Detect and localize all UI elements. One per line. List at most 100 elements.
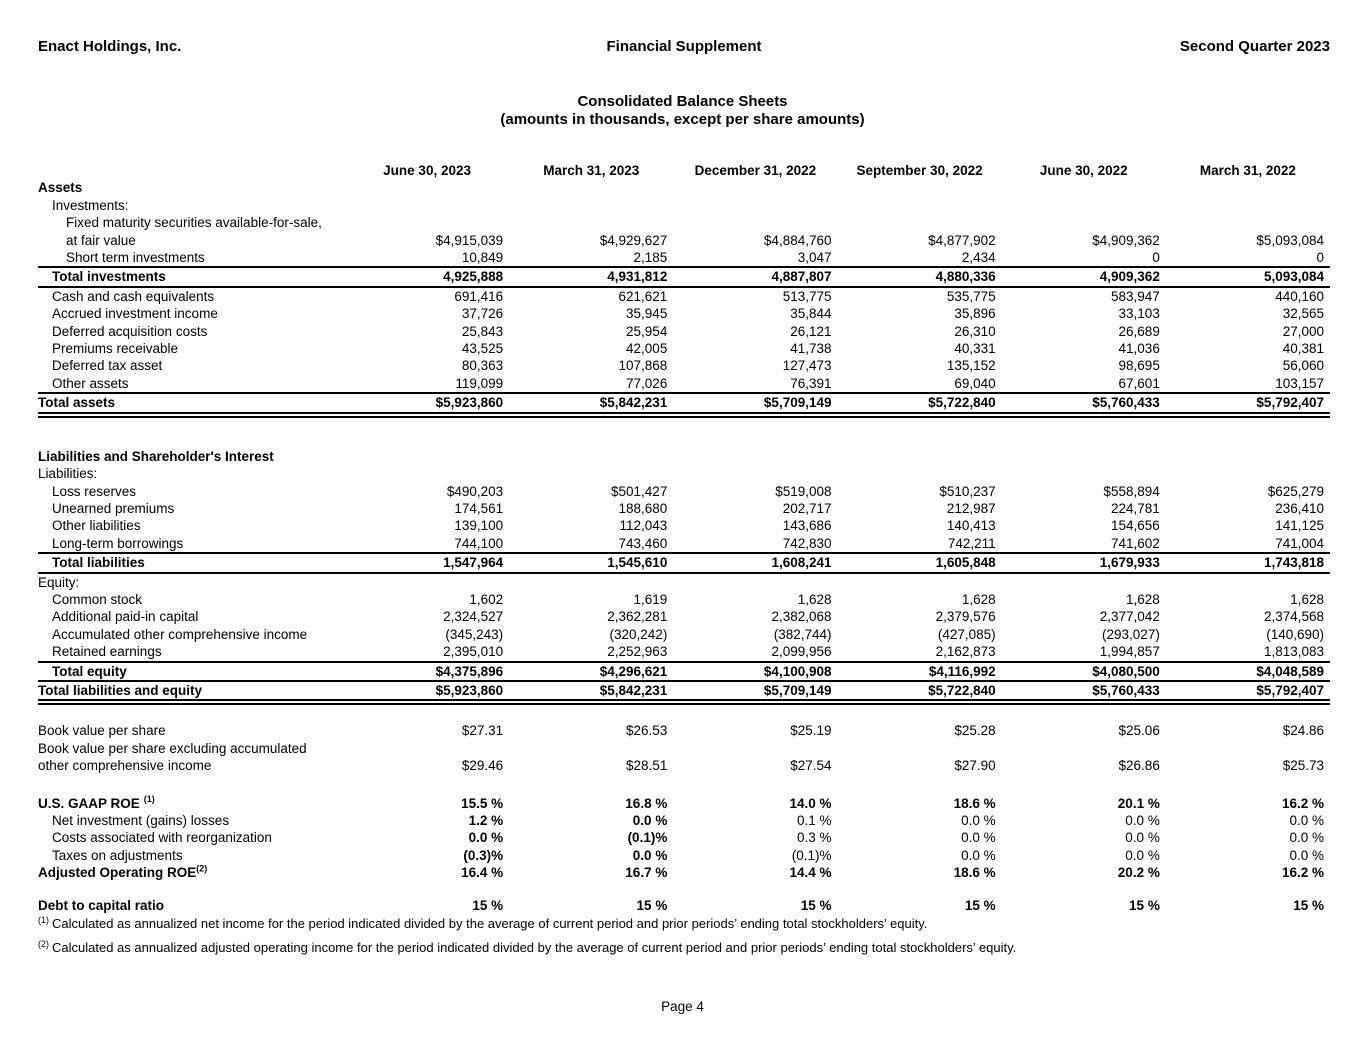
row-label-cell: Cash and cash equivalents (38, 288, 345, 305)
row-label: Retained earnings (52, 644, 162, 660)
cell-value: $558,894 (1103, 483, 1160, 499)
table-row: Premiums receivable 43,525 42,005 41,738 40,… (38, 340, 1330, 357)
row-label-cell: U.S. GAAP ROE (1) (38, 795, 345, 812)
table-row: Total liabilities 1,547,964 1,545,610 1,608… (38, 552, 1330, 574)
cell-value: $5,923,860 (435, 395, 504, 411)
row-label: Unearned premiums (52, 500, 175, 516)
cell-value: $25.06 (1118, 723, 1160, 739)
cell-value: 14.4 % (789, 865, 832, 881)
column-header: June 30, 2022 (1039, 163, 1128, 178)
table-row: Total liabilities and equity $5,923,860 $5… (38, 682, 1330, 699)
cell-value: 20.1 % (1117, 795, 1160, 811)
cell-value: 18.6 % (953, 865, 996, 881)
cell-value: 0.1 % (796, 813, 832, 828)
table-row: Accrued investment income 37,726 35,945 35,… (38, 305, 1330, 322)
cell-value: 0.0 % (961, 830, 996, 846)
double-rule (38, 411, 1330, 418)
table-row: Fixed maturity securities available-for-… (38, 214, 1330, 231)
row-label: Liabilities: (38, 466, 98, 482)
cell-value: 18.6 % (953, 795, 996, 811)
cell-value: 127,473 (782, 358, 832, 374)
cell-value: 513,775 (782, 288, 832, 304)
cell-value: 743,460 (618, 535, 668, 551)
cell-value: $5,792,407 (1256, 682, 1324, 698)
cell-value: 107,868 (618, 358, 668, 374)
cell-value: 1,628 (1290, 591, 1324, 607)
table-row: Deferred tax asset 80,363 107,868 127,473 13… (38, 357, 1330, 374)
row-label-cell: Liabilities and Shareholder's Interest (38, 448, 345, 465)
cell-value: 742,211 (947, 535, 996, 551)
cell-value: 33,103 (1118, 306, 1160, 322)
table-row: Total investments 4,925,888 4,931,812 4,887… (38, 266, 1330, 288)
statement-title: Consolidated Balance Sheets (577, 93, 788, 110)
cell-value: 80,363 (461, 358, 504, 374)
cell-value: $5,792,407 (1256, 395, 1324, 411)
cell-value: 26,310 (954, 323, 996, 339)
footnote-item: (1) Calculated as annualized net income f… (38, 915, 1330, 932)
row-label-cell: Loss reserves (38, 483, 345, 500)
table-row: Unearned premiums 174,561 188,680 202,717 21… (38, 500, 1330, 517)
row-label: at fair value (66, 232, 136, 248)
cell-value: 10,849 (461, 250, 504, 266)
column-header: June 30, 2023 (383, 163, 471, 178)
cell-value: 16.2 % (1281, 795, 1324, 811)
cell-value: (0.1)% (627, 830, 668, 846)
row-label-cell: Other assets (38, 375, 345, 392)
cell-value: 37,726 (461, 306, 504, 322)
table-row: Other liabilities 139,100 112,043 143,686 14… (38, 517, 1330, 534)
cell-value: $519,008 (775, 483, 832, 499)
cell-value: 15 % (800, 897, 832, 913)
cell-value: $4,375,896 (435, 663, 504, 679)
cell-value: $27.54 (790, 758, 832, 774)
cell-value: 143,686 (782, 518, 832, 534)
cell-value: $4,929,627 (599, 232, 668, 248)
row-label: Short term investments (66, 250, 205, 266)
row-label-cell: Deferred acquisition costs (38, 323, 345, 340)
cell-value: $25.28 (954, 723, 996, 739)
row-label-cell: Other liabilities (38, 517, 345, 534)
row-label: Book value per share (38, 723, 166, 739)
row-label-cell: Deferred tax asset (38, 357, 345, 374)
cell-value: $5,093,084 (1256, 232, 1324, 248)
cell-value: 1,628 (797, 591, 832, 607)
cell-value: (427,085) (937, 626, 996, 642)
row-label-cell: Total liabilities (38, 554, 345, 571)
table-row: Taxes on adjustments (0.3)% 0.0 % (0.1)% 0.0… (38, 847, 1330, 864)
row-label-cell: Debt to capital ratio (38, 897, 345, 914)
cell-value: 621,621 (618, 288, 668, 304)
cell-value: 2,252,963 (607, 644, 668, 660)
cell-value: 0 (1152, 250, 1160, 266)
row-label: Loss reserves (52, 483, 137, 499)
row-label-cell: Total assets (38, 394, 345, 411)
column-header: September 30, 2022 (856, 163, 983, 178)
row-label: Debt to capital ratio (38, 897, 165, 913)
cell-value: 76,391 (790, 375, 832, 391)
cell-value: 25,954 (626, 323, 668, 339)
table-row: Total equity $4,375,896 $4,296,621 $4,100,9… (38, 660, 1330, 682)
cell-value: 2,099,956 (771, 644, 832, 660)
row-label-cell: Total investments (38, 268, 345, 285)
cell-value: $4,116,992 (928, 663, 996, 679)
cell-value: $625,279 (1267, 483, 1324, 499)
row-label: Cash and cash equivalents (52, 288, 215, 304)
statement-subtitle: (amounts in thousands, except per share … (500, 111, 865, 128)
cell-value: 140,413 (946, 518, 996, 534)
table-row: Equity: (38, 574, 1330, 591)
cell-value: 1.2 % (468, 813, 504, 828)
row-label-cell: Total equity (38, 663, 345, 680)
row-label: Equity: (38, 574, 80, 590)
cell-value: 32,565 (1282, 306, 1324, 322)
table-row: Assets (38, 179, 1330, 196)
cell-value: 98,695 (1118, 358, 1160, 374)
cell-value: 1,619 (633, 591, 668, 607)
table-row: Long-term borrowings 744,100 743,460 742,83… (38, 535, 1330, 552)
cell-value: $5,760,433 (1092, 395, 1160, 411)
cell-value: 1,994,857 (1099, 644, 1160, 660)
cell-value: $24.86 (1282, 723, 1324, 739)
cell-value: 0.0 % (632, 847, 668, 863)
row-label: Taxes on adjustments (52, 847, 183, 863)
cell-value: 1,628 (961, 591, 996, 607)
row-label: Other assets (52, 375, 129, 391)
cell-value: $4,100,908 (763, 663, 832, 679)
cell-value: 14.0 % (789, 795, 832, 811)
